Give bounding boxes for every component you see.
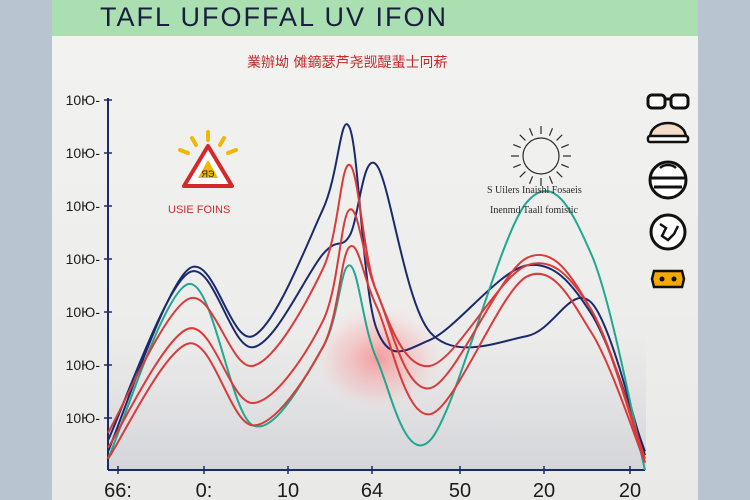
- x-tick-label: 50: [449, 480, 471, 500]
- y-tick-label: 10Ю-: [66, 251, 101, 267]
- sun-icon: [511, 126, 571, 186]
- callout-left-label: USIE FOINS: [168, 204, 231, 216]
- sun-ray: [556, 134, 563, 141]
- series-line-6: [107, 245, 646, 463]
- badge-icon: [650, 269, 686, 289]
- series-line-3: [107, 189, 646, 471]
- sun-ray: [548, 176, 554, 184]
- x-tick-label: 10: [277, 480, 299, 500]
- x-tick-label: 64: [361, 480, 383, 500]
- sun-ray: [519, 134, 526, 141]
- sun-ray: [548, 128, 554, 136]
- axes: [107, 98, 645, 471]
- hat-icon: [646, 121, 690, 144]
- sun-ray: [513, 143, 521, 149]
- y-tick-label: 10Ю-: [66, 357, 101, 373]
- x-tick-label: 0:: [196, 480, 213, 500]
- title-banner: TAFL UFOFFAL UV IFON: [52, 0, 698, 36]
- y-tick-label: 10Ю-: [66, 304, 101, 320]
- series-line-2: [107, 161, 646, 456]
- warning-sign-icon: ЯЭ: [178, 130, 238, 188]
- series-line-1: [107, 123, 646, 452]
- sun-ray: [528, 176, 534, 184]
- x-tick-label: 66:: [104, 480, 132, 500]
- y-tick-label: 10Ю-: [66, 410, 101, 426]
- head-icon: [648, 160, 688, 200]
- callout-right-line1: S Uilers Inaishl Fosaeis: [487, 185, 582, 196]
- callout-right-line2: Inenmd Taall fomistic: [490, 205, 578, 216]
- sun-ray: [556, 171, 563, 178]
- globe-icon: [649, 213, 687, 251]
- glasses-icon: [646, 93, 690, 110]
- y-tick-label: 10Ю-: [66, 145, 101, 161]
- sun-ray: [561, 143, 569, 149]
- sun-ray: [528, 128, 534, 136]
- svg-text:ЯЭ: ЯЭ: [202, 169, 215, 179]
- series-line-4: [107, 163, 646, 460]
- sun-ray: [561, 163, 569, 169]
- sun-ray: [519, 171, 526, 178]
- x-tick-label: 20: [619, 480, 641, 500]
- series-layer: [107, 123, 646, 471]
- x-tick-label: 20: [533, 480, 555, 500]
- chart-subtitle: 業辦坳 傩鏑瑟芦尧觊醍蜚士冋菥: [247, 55, 448, 71]
- sun-ray: [513, 163, 521, 169]
- y-tick-label: 10Ю-: [66, 198, 101, 214]
- peak-glow: [306, 300, 450, 416]
- series-line-5: [107, 208, 646, 463]
- ticks-layer: 10Ю- 10Ю- 10Ю- 10Ю- 10Ю- 10Ю- 10Ю- 66: 0: 10 64 50 2…: [66, 92, 642, 500]
- y-tick-label: 10Ю-: [66, 92, 101, 108]
- chart-title: TAFL UFOFFAL UV IFON: [100, 2, 449, 32]
